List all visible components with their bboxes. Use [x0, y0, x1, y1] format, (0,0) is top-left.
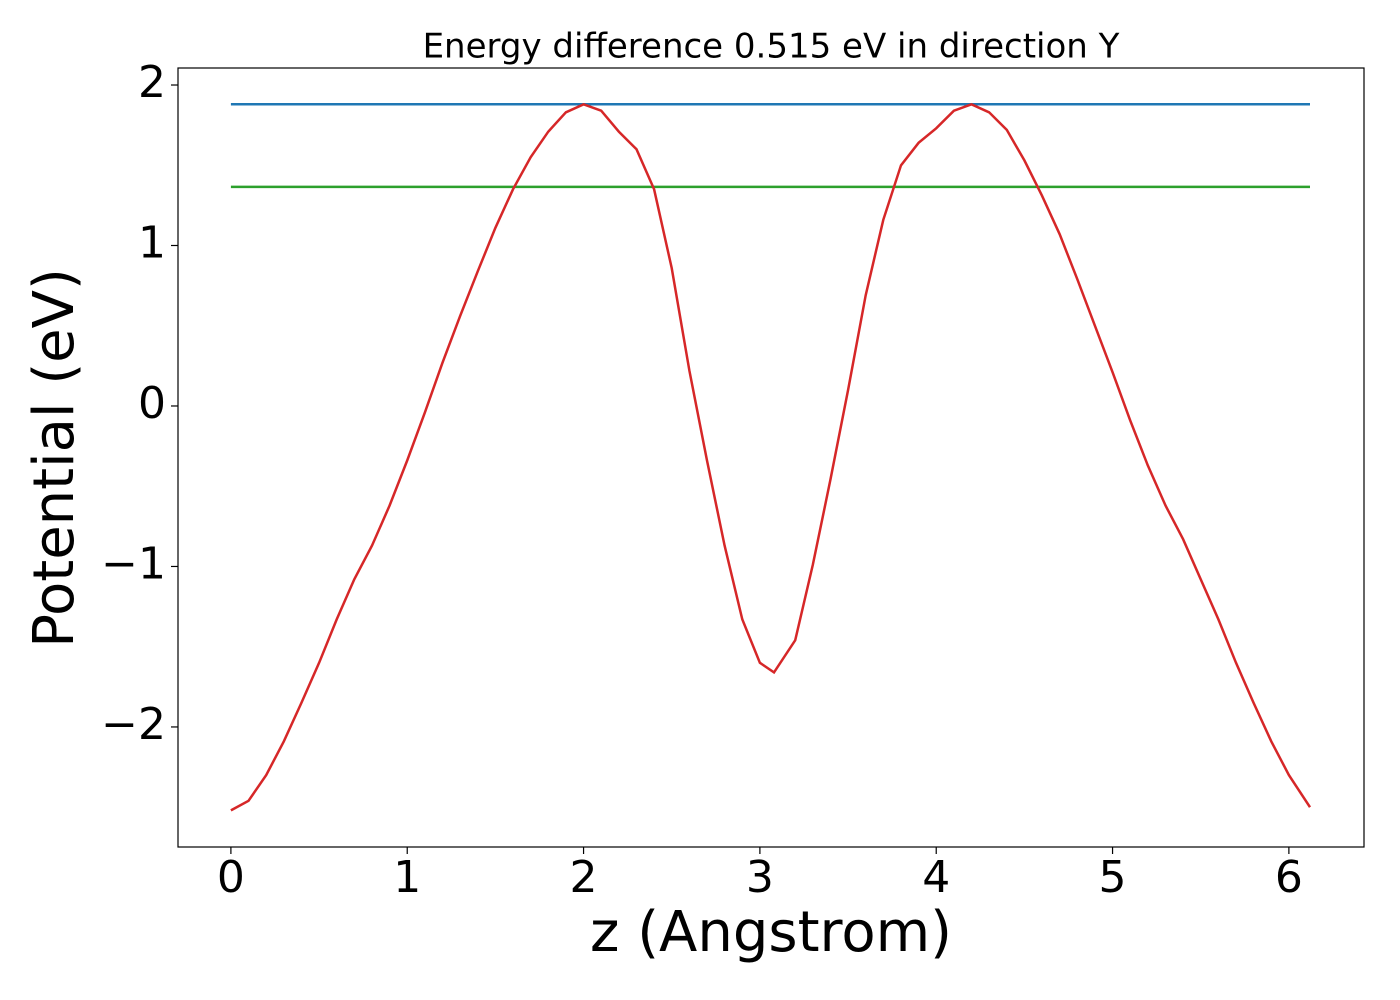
y-tick-label: 2: [138, 57, 166, 108]
chart-title: Energy difference 0.515 eV in direction …: [423, 27, 1120, 67]
x-tick-label: 4: [922, 852, 950, 903]
line-series: [230, 102, 1312, 812]
x-tick-label: 0: [217, 852, 245, 903]
y-tick-label: −2: [101, 699, 166, 750]
y-axis-label: Potential (eV): [22, 268, 87, 648]
x-tick-label: 3: [746, 852, 774, 903]
y-tick-label: 0: [138, 378, 166, 429]
plot-frame: [177, 67, 1365, 848]
x-tick-label: 5: [1099, 852, 1127, 903]
y-tick-label: −1: [101, 538, 166, 589]
x-axis-label: z (Angstrom): [590, 900, 952, 965]
x-tick-label: 2: [570, 852, 598, 903]
x-tick-label: 6: [1275, 852, 1303, 903]
x-tick-label: 1: [393, 852, 421, 903]
y-tick-label: 1: [138, 217, 166, 268]
